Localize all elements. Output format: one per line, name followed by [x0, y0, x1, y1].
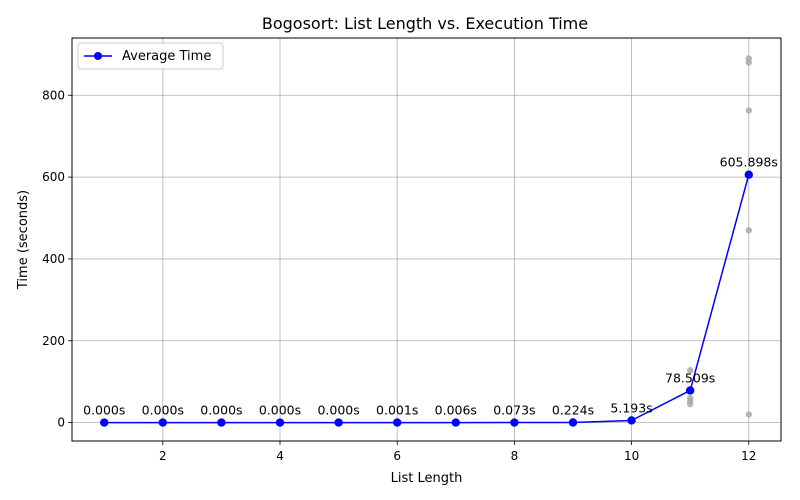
series-point	[744, 170, 753, 179]
y-tick-label: 600	[42, 170, 65, 184]
series-point	[568, 418, 578, 427]
x-tick-label: 6	[393, 449, 401, 463]
x-tick-label: 8	[511, 449, 519, 463]
x-tick-label: 4	[276, 449, 284, 463]
data-label: 0.000s	[317, 403, 359, 418]
series-point	[451, 418, 460, 427]
data-label: 0.000s	[200, 403, 242, 418]
data-label: 605.898s	[720, 155, 778, 170]
series-point	[510, 418, 519, 427]
series-point	[334, 418, 343, 427]
data-label: 0.224s	[552, 402, 594, 417]
chart-title: Bogosort: List Length vs. Execution Time	[262, 14, 588, 33]
x-axis-label: List Length	[391, 471, 463, 486]
series-point	[627, 416, 636, 425]
run-point	[686, 367, 694, 374]
y-tick-label: 800	[42, 88, 65, 102]
x-tick-label: 10	[624, 449, 639, 463]
legend: Average Time	[77, 42, 224, 70]
series-point	[685, 386, 695, 395]
series-point	[393, 418, 402, 427]
run-point	[686, 394, 694, 402]
data-labels: 0.000s 0.000s 0.000s 0.000s 0.000s 0.001s 0.00…	[83, 155, 778, 418]
y-tick-label: 0	[57, 416, 65, 430]
data-label: 0.006s	[435, 403, 477, 418]
legend-label: Average Time	[122, 49, 211, 64]
series-average-time	[100, 170, 753, 427]
data-label: 0.073s	[493, 403, 535, 418]
run-point	[745, 107, 752, 114]
ticks: 2 4 6 8 10 12 0 200 400 600 800	[42, 88, 756, 463]
legend-box	[77, 42, 224, 70]
series-point	[275, 418, 285, 427]
y-axis-label: Time (seconds)	[16, 190, 31, 290]
plot-frame	[71, 37, 782, 442]
data-label: 0.000s	[142, 403, 184, 418]
x-tick-label: 12	[741, 449, 756, 463]
data-label: 0.001s	[376, 403, 418, 418]
y-tick-label: 200	[42, 334, 65, 348]
grid	[72, 38, 781, 441]
data-label: 0.000s	[259, 403, 301, 418]
series-point	[217, 418, 226, 427]
series-point	[100, 418, 109, 427]
legend-marker-sample	[94, 52, 102, 60]
run-point	[745, 227, 752, 234]
series-point	[158, 418, 168, 427]
y-tick-label: 400	[42, 252, 65, 266]
data-label: 78.509s	[665, 370, 715, 385]
run-point	[745, 411, 752, 418]
x-tick-label: 2	[159, 449, 167, 463]
series-line	[104, 174, 750, 424]
data-label: 0.000s	[83, 403, 125, 418]
data-label: 5.193s	[610, 400, 652, 415]
run-point	[745, 55, 752, 62]
